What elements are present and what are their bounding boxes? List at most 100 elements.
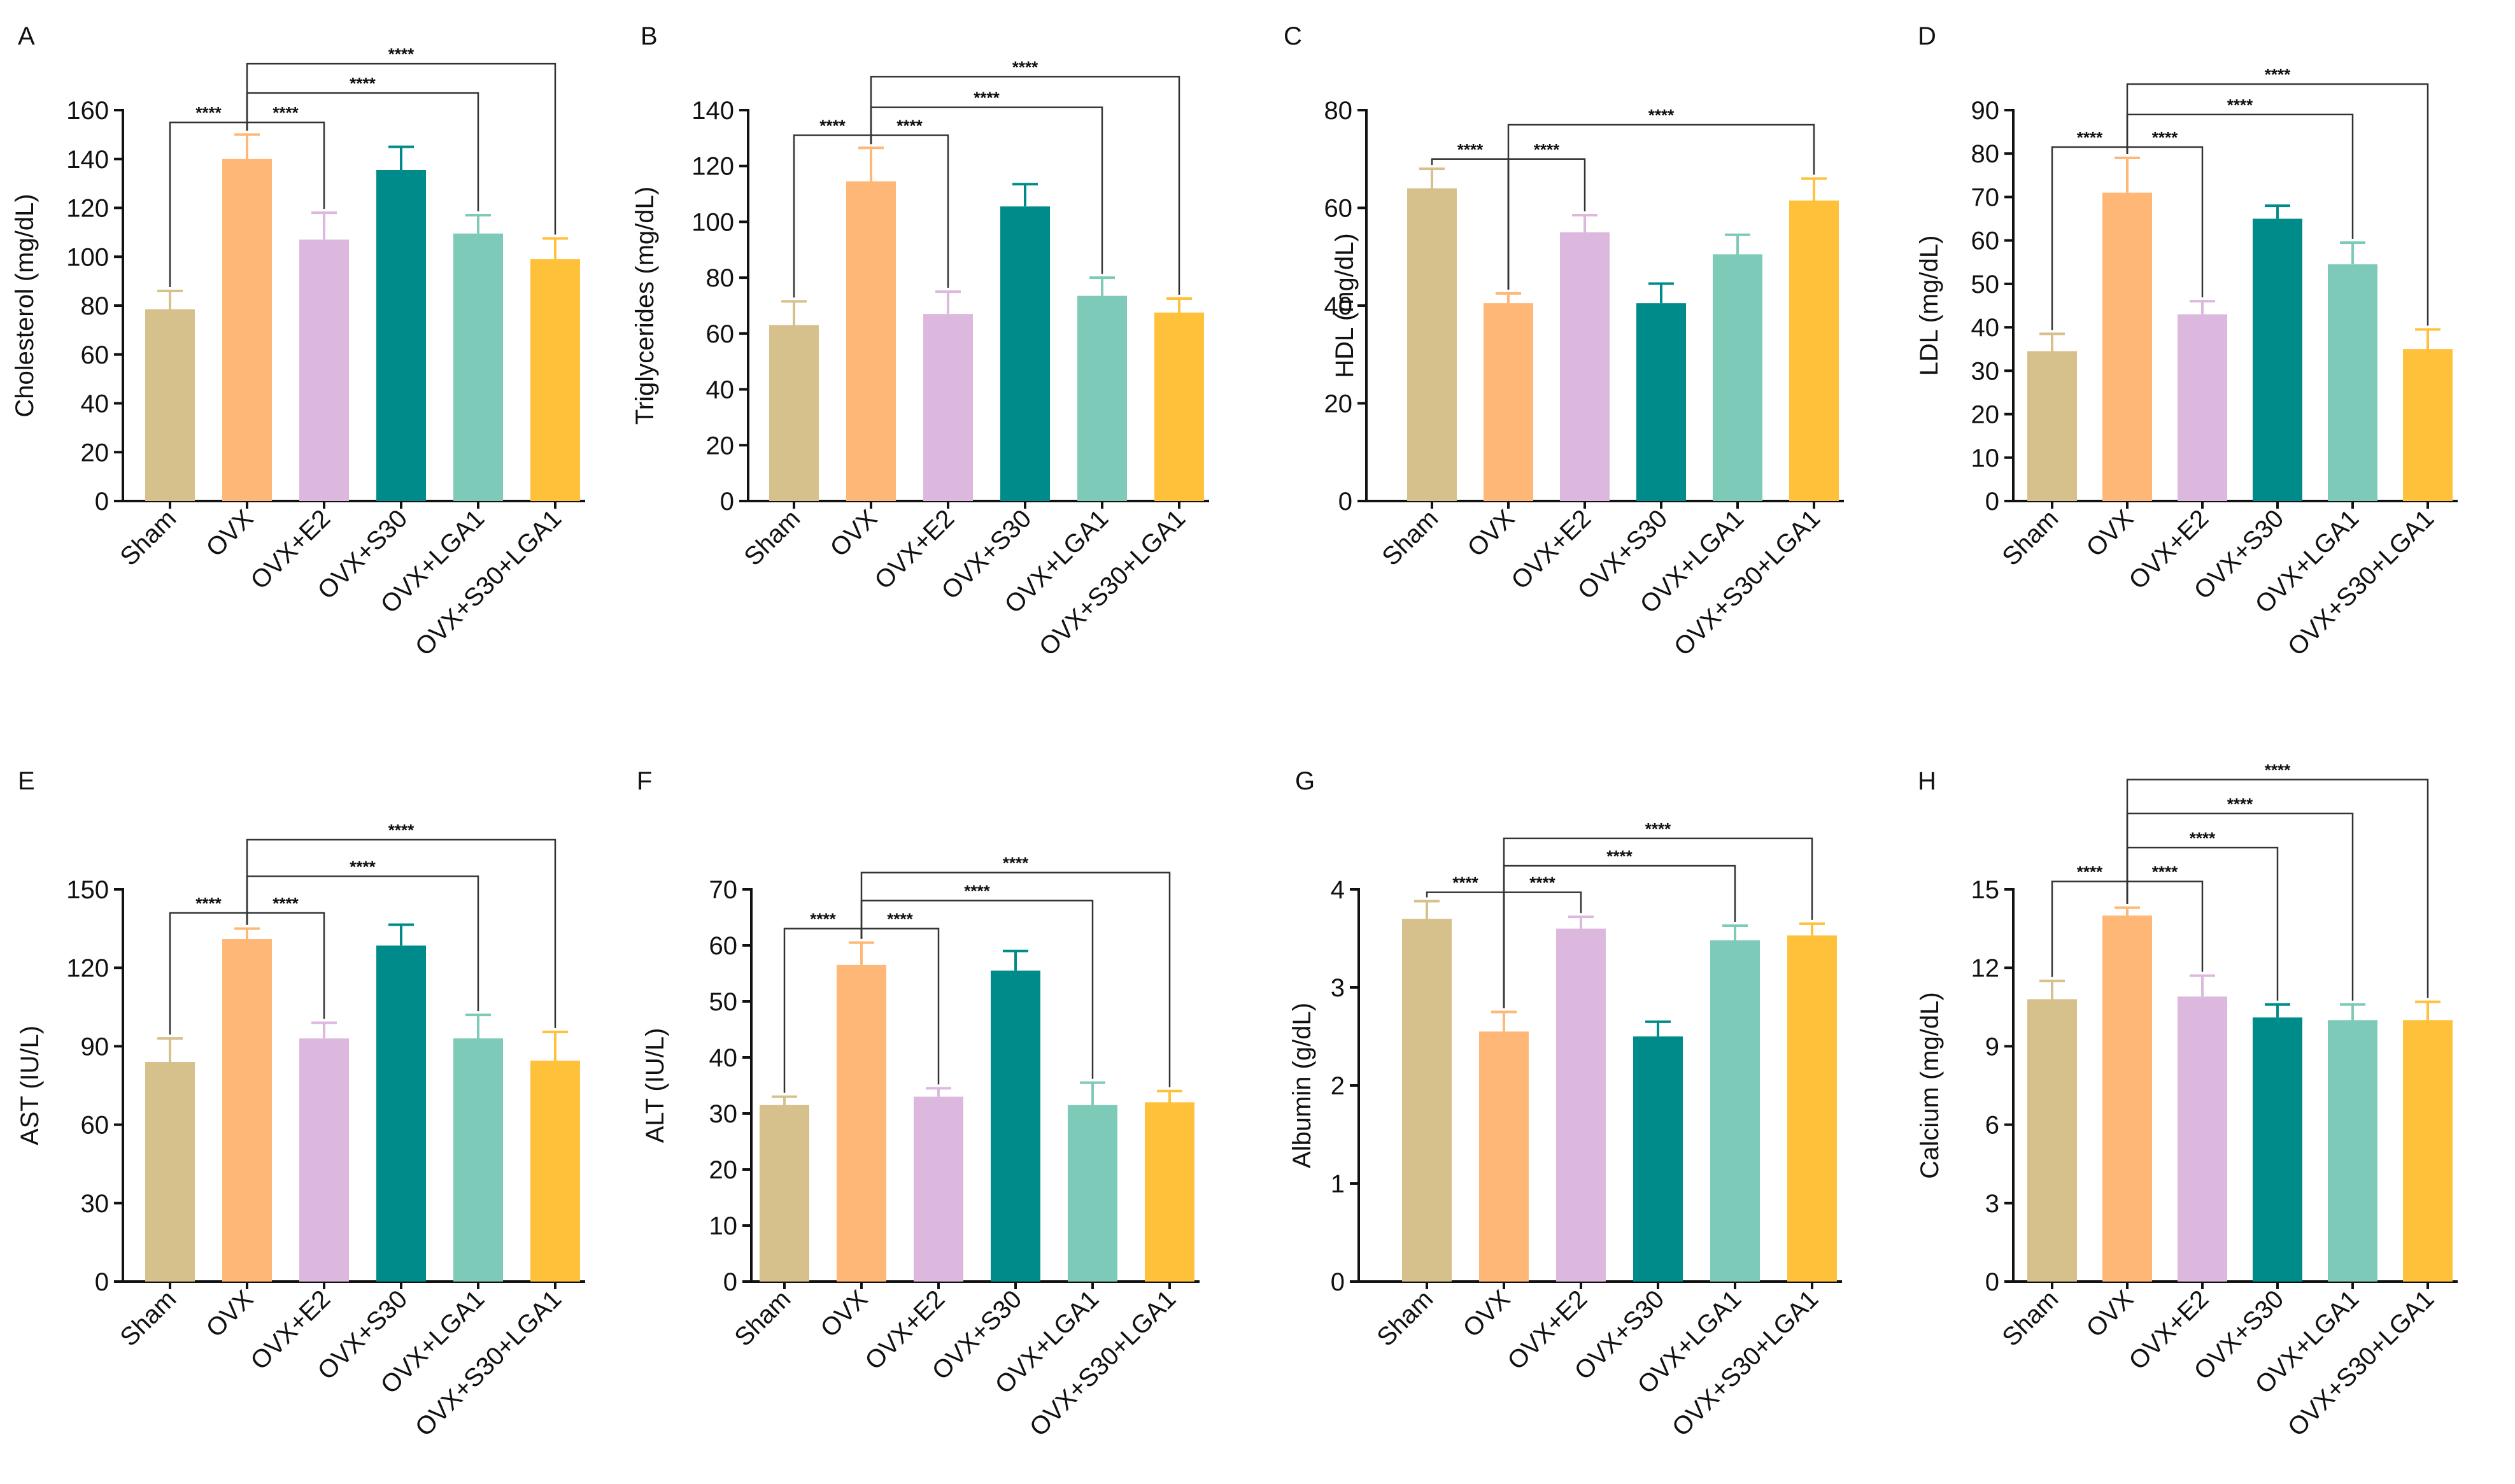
y-tick-label: 70 bbox=[709, 876, 738, 904]
bar-sham bbox=[760, 1105, 809, 1282]
y-tick-label: 150 bbox=[66, 876, 109, 904]
significance-label: **** bbox=[810, 910, 836, 929]
bar-ovx bbox=[2102, 192, 2152, 501]
bar-ovx-s30-lga1 bbox=[1145, 1102, 1194, 1282]
y-tick-label: 60 bbox=[81, 341, 110, 369]
y-tick-label: 50 bbox=[1971, 271, 2000, 299]
bar-ovx bbox=[2102, 915, 2152, 1282]
y-tick-label: 60 bbox=[81, 1112, 110, 1140]
significance-label: **** bbox=[974, 88, 1000, 108]
y-tick-label: 40 bbox=[709, 1044, 738, 1072]
y-tick-label: 20 bbox=[81, 439, 110, 467]
y-tick-label: 40 bbox=[706, 376, 735, 404]
panel-label: D bbox=[1918, 22, 1936, 50]
y-tick-label: 40 bbox=[1971, 314, 2000, 342]
significance-label: **** bbox=[1648, 106, 1675, 125]
significance-label: **** bbox=[1452, 873, 1478, 893]
bar-ovx-e2 bbox=[923, 314, 973, 501]
bar-ovx bbox=[1484, 303, 1533, 501]
y-axis-label: ALT (IU/L) bbox=[641, 1028, 669, 1143]
significance-label: **** bbox=[896, 116, 923, 135]
y-tick-label: 100 bbox=[66, 243, 109, 271]
y-tick-label: 90 bbox=[81, 1033, 110, 1061]
y-tick-label: 50 bbox=[709, 988, 738, 1016]
panel-b: B 0 20 40 60 80 100 120 140 Triglycerides (mg/dL)… bbox=[631, 22, 1209, 661]
bar-sham bbox=[1407, 188, 1457, 501]
bar-ovx-s30-lga1 bbox=[2403, 1020, 2453, 1282]
bar-ovx-s30 bbox=[1000, 206, 1050, 501]
bar-sham bbox=[145, 309, 195, 501]
bar-ovx bbox=[1479, 1031, 1529, 1282]
y-tick-label: 70 bbox=[1971, 183, 2000, 211]
x-tick-label: Sham bbox=[1997, 504, 2064, 571]
y-tick-label: 15 bbox=[1971, 876, 2000, 904]
significance-label: **** bbox=[2265, 65, 2291, 84]
panel-label: F bbox=[637, 767, 652, 795]
y-tick-label: 40 bbox=[81, 390, 110, 418]
bar-ovx-lga1 bbox=[1713, 254, 1762, 501]
y-tick-label: 60 bbox=[709, 932, 738, 960]
significance-label: **** bbox=[1645, 819, 1671, 838]
y-tick-label: 40 bbox=[1324, 292, 1353, 320]
panel-label: G bbox=[1295, 767, 1315, 795]
x-tick-label: Sham bbox=[1997, 1285, 2064, 1352]
y-tick-label: 2 bbox=[1331, 1072, 1345, 1100]
bar-ovx bbox=[222, 159, 272, 501]
y-axis-label: Albumin (g/dL) bbox=[1288, 1003, 1316, 1168]
y-tick-label: 30 bbox=[81, 1190, 110, 1218]
x-tick-label: OVX bbox=[1458, 1285, 1516, 1343]
bar-ovx-s30 bbox=[2253, 218, 2302, 501]
y-axis-label: AST (IU/L) bbox=[16, 1026, 44, 1145]
x-tick-label: Sham bbox=[115, 1285, 181, 1352]
bar-ovx-s30-lga1 bbox=[2403, 349, 2453, 501]
panel-label: E bbox=[18, 767, 35, 795]
y-tick-label: 10 bbox=[709, 1212, 738, 1240]
significance-label: **** bbox=[819, 116, 846, 135]
x-tick-label: OVX+S30+LGA1 bbox=[410, 504, 567, 661]
y-tick-label: 80 bbox=[1324, 97, 1353, 125]
y-tick-label: 0 bbox=[95, 488, 109, 516]
x-tick-label: Sham bbox=[729, 1285, 796, 1352]
y-tick-label: 12 bbox=[1971, 954, 2000, 982]
bar-ovx-s30 bbox=[2253, 1017, 2302, 1282]
y-tick-label: 3 bbox=[1331, 974, 1345, 1002]
bar-sham bbox=[1402, 919, 1452, 1282]
y-tick-label: 60 bbox=[1324, 195, 1353, 223]
panel-label: B bbox=[641, 22, 658, 50]
significance-label: **** bbox=[195, 103, 222, 122]
y-tick-label: 4 bbox=[1331, 876, 1345, 904]
bar-ovx-lga1 bbox=[1710, 940, 1760, 1282]
y-axis-label: Calcium (mg/dL) bbox=[1916, 992, 1944, 1178]
y-tick-label: 3 bbox=[1985, 1190, 1999, 1218]
panel-label: A bbox=[18, 22, 35, 50]
significance-label: **** bbox=[1012, 57, 1038, 76]
significance-label: **** bbox=[350, 857, 376, 876]
y-axis-label: Triglycerides (mg/dL) bbox=[631, 187, 659, 425]
significance-bracket bbox=[1507, 124, 1815, 290]
bar-ovx-e2 bbox=[914, 1096, 963, 1282]
bar-ovx-s30 bbox=[1636, 303, 1686, 501]
significance-bracket bbox=[2126, 812, 2354, 1001]
y-tick-label: 20 bbox=[706, 432, 735, 460]
significance-label: **** bbox=[1003, 854, 1029, 873]
y-tick-label: 120 bbox=[691, 153, 734, 181]
bar-ovx-s30-lga1 bbox=[1787, 935, 1837, 1282]
y-tick-label: 30 bbox=[1971, 357, 2000, 385]
x-tick-label: OVX bbox=[2081, 1285, 2139, 1343]
y-tick-label: 6 bbox=[1985, 1112, 1999, 1140]
bar-ovx-s30 bbox=[991, 970, 1040, 1282]
significance-bracket bbox=[246, 838, 556, 1028]
y-tick-label: 60 bbox=[706, 320, 735, 348]
bar-ovx-e2 bbox=[299, 239, 349, 501]
x-tick-label: OVX+S30+LGA1 bbox=[2283, 1285, 2440, 1442]
x-tick-label: OVX bbox=[1463, 504, 1520, 562]
significance-label: **** bbox=[1457, 140, 1484, 159]
x-tick-label: OVX+S30+LGA1 bbox=[1034, 504, 1191, 661]
bar-ovx-s30-lga1 bbox=[1154, 312, 1204, 501]
significance-label: **** bbox=[2152, 128, 2178, 147]
y-axis-label: Cholesterol (mg/dL) bbox=[11, 194, 39, 417]
y-axis-label: HDL (mg/dL) bbox=[1331, 233, 1359, 378]
